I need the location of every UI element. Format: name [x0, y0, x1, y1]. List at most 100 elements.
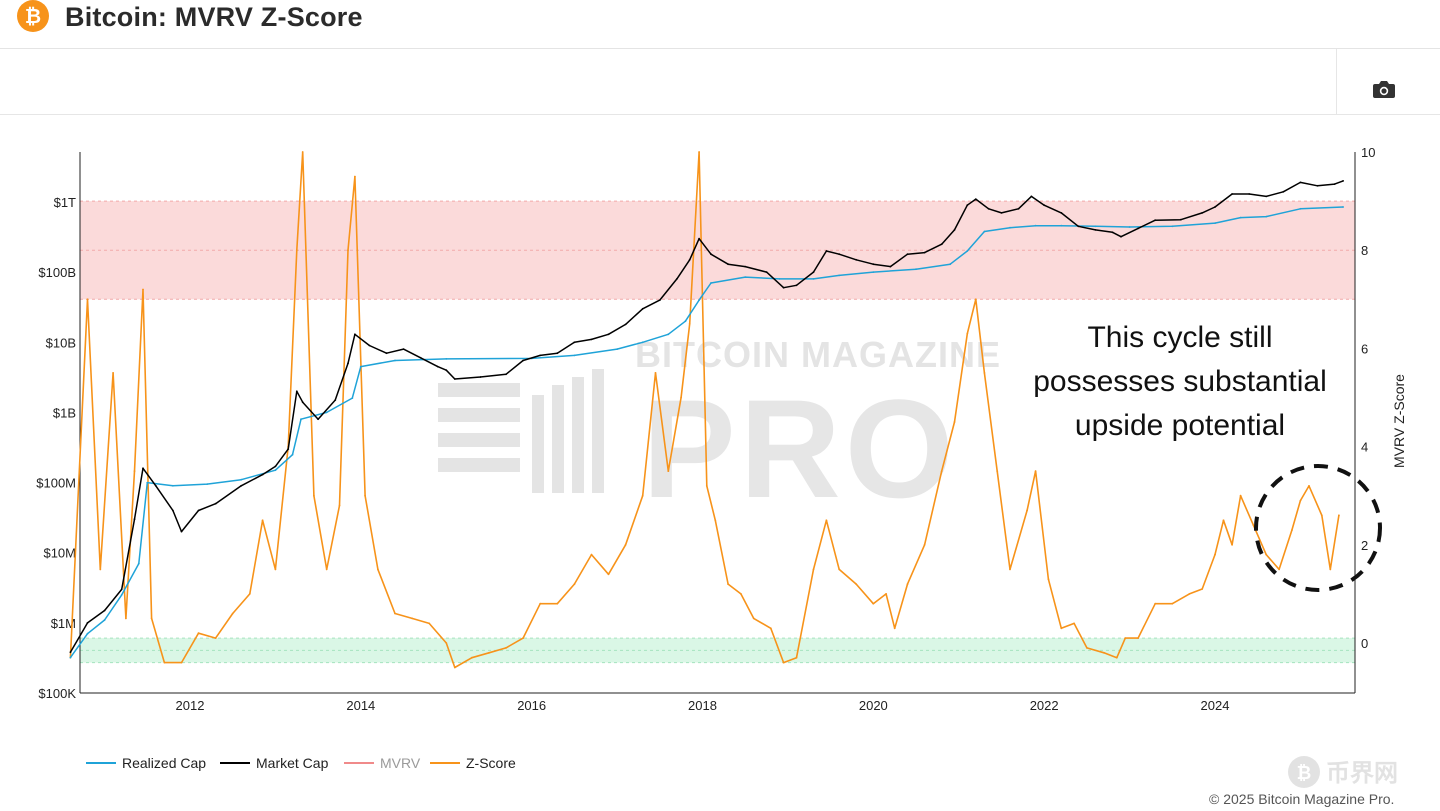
x-tick-label: 2018 — [688, 698, 717, 713]
market-cap-point — [142, 467, 144, 470]
watermark-logo-icon — [438, 369, 604, 493]
z-score-point — [838, 568, 841, 571]
market-cap-point — [1333, 183, 1336, 185]
realized-cap-point — [274, 469, 277, 472]
y-left-tick-label: $100K — [38, 686, 76, 701]
z-score-point — [394, 612, 396, 615]
z-score-point — [1137, 637, 1139, 639]
realized-cap-point — [291, 453, 294, 456]
z-score-point — [1086, 647, 1088, 649]
z-score-point — [142, 288, 144, 291]
market-cap-point — [1179, 218, 1182, 221]
legend-item[interactable]: Z-Score — [430, 755, 516, 771]
z-score-point — [698, 151, 700, 153]
realized-cap-point — [351, 397, 354, 399]
z-score-point — [364, 494, 366, 497]
z-score-point — [607, 573, 610, 576]
axes: $1T$100B$10B$1B$100M$10M$1M$100K10864202… — [36, 145, 1375, 713]
z-score-point — [347, 249, 349, 252]
y-left-tick-label: $10B — [46, 335, 76, 350]
realized-cap-point — [146, 481, 149, 484]
z-score-point — [180, 661, 183, 664]
z-score-point — [983, 372, 986, 374]
realized-cap-point — [86, 632, 89, 635]
realized-cap-point — [206, 483, 209, 485]
z-score-point — [1073, 622, 1075, 625]
z-score-point — [1278, 568, 1280, 571]
bitcoin-logo-icon: ₿ — [17, 0, 49, 32]
realized-cap-point — [684, 320, 687, 323]
z-score-point — [1338, 514, 1340, 517]
z-score-point — [667, 470, 670, 472]
market-cap-point — [505, 373, 507, 376]
market-cap-point — [855, 258, 858, 261]
market-cap-point — [573, 341, 576, 344]
z-score-point — [301, 151, 304, 153]
header: ₿ Bitcoin: MVRV Z-Score — [0, 0, 1440, 49]
z-score-point — [782, 661, 785, 664]
market-cap-point — [889, 265, 892, 268]
realized-cap-point — [445, 358, 448, 360]
z-score-point — [445, 642, 448, 644]
svg-text:₿: ₿ — [1297, 763, 1312, 784]
z-score-point — [125, 617, 127, 620]
watermark-line1: BITCOIN MAGAZINE — [635, 334, 1001, 375]
legend-item[interactable]: MVRV — [344, 755, 421, 771]
z-score-point — [624, 543, 627, 546]
y-right-tick-label: 4 — [1361, 440, 1368, 455]
realized-cap-point — [1239, 216, 1242, 219]
z-score-point — [1188, 593, 1191, 595]
realized-cap-point — [966, 250, 969, 252]
legend-label: MVRV — [380, 755, 421, 771]
market-cap-point — [1030, 195, 1033, 198]
x-tick-label: 2016 — [517, 698, 546, 713]
watermark: BITCOIN MAGAZINE PRO — [438, 334, 1001, 527]
market-cap-point — [727, 263, 729, 266]
market-cap-point — [240, 484, 243, 487]
z-score-point — [812, 568, 815, 571]
market-cap-point — [953, 229, 956, 231]
z-score-point — [1103, 651, 1105, 654]
copyright: © 2025 Bitcoin Magazine Pro. — [1209, 791, 1395, 807]
z-score-point — [974, 298, 977, 301]
market-cap-point — [354, 333, 356, 336]
legend: Realized Cap Market Cap MVRV Z-Score — [86, 755, 516, 771]
market-cap-point — [1282, 190, 1285, 193]
mvrv-zscore-chart: BITCOIN MAGAZINE PRO $1T $100B $10B $1B $100… — [36, 145, 1407, 771]
realized-cap-point — [778, 278, 781, 280]
z-score-point — [953, 421, 956, 423]
z-score-point — [1291, 529, 1293, 531]
y-right-tick-label: 6 — [1361, 341, 1368, 356]
legend-item[interactable]: Market Cap — [220, 755, 329, 771]
realized-cap-point — [744, 276, 747, 278]
z-score-point — [453, 666, 456, 669]
z-score-point — [825, 519, 828, 522]
annotation-line: possesses substantial — [1033, 365, 1327, 398]
z-score-point — [338, 504, 341, 507]
realized-cap-point — [103, 619, 106, 621]
highlight-circle — [1254, 464, 1382, 592]
realized-cap-point — [915, 268, 917, 271]
y-left-tick-label: $100M — [36, 476, 76, 491]
legend-item[interactable]: Realized Cap — [86, 755, 206, 771]
market-cap-point — [402, 348, 405, 350]
z-score-point — [1239, 494, 1242, 497]
x-tick-label: 2014 — [346, 698, 375, 713]
market-cap-point — [274, 465, 277, 468]
z-score-point — [1299, 499, 1302, 502]
market-cap-point — [838, 253, 841, 256]
z-score-point — [539, 602, 542, 605]
y-left-tick-label: $1M — [51, 616, 76, 631]
market-cap-point — [676, 278, 678, 280]
z-score-point — [705, 485, 708, 487]
realized-cap-point — [172, 484, 174, 487]
z-score-point — [727, 583, 729, 585]
y-right-tick-label: 2 — [1361, 538, 1368, 553]
camera-icon[interactable] — [1372, 79, 1402, 105]
market-cap-point — [1214, 206, 1216, 208]
market-cap-point — [1060, 212, 1063, 214]
z-score-point — [769, 627, 772, 630]
z-score-point — [1115, 656, 1118, 659]
x-tick-label: 2024 — [1201, 698, 1230, 713]
market-cap-point — [812, 271, 815, 273]
